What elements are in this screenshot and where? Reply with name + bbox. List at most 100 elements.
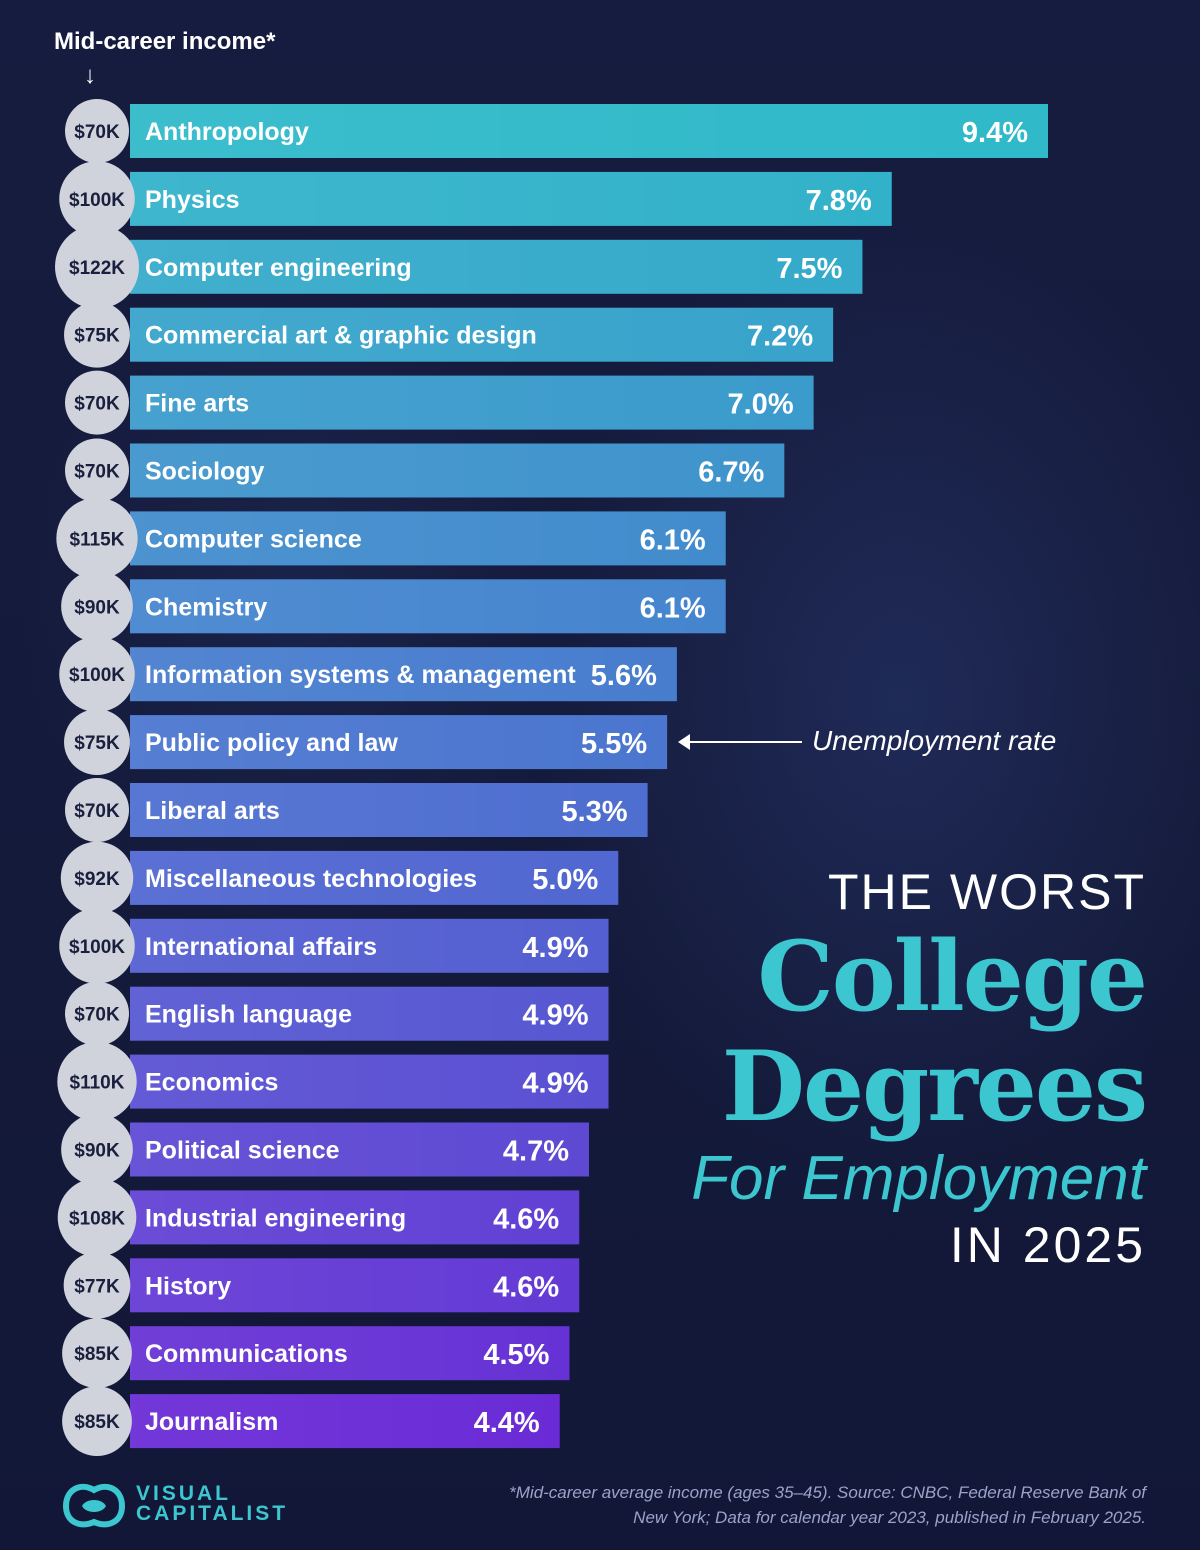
bar-highlight — [130, 307, 834, 362]
income-label: $75K — [74, 326, 120, 347]
category-label: Commercial art & graphic design — [145, 322, 537, 350]
value-label: 6.1% — [640, 524, 706, 556]
category-label: English language — [145, 1001, 352, 1029]
category-label: Physics — [145, 186, 240, 214]
value-label: 4.4% — [474, 1407, 540, 1439]
value-label: 5.0% — [532, 864, 598, 896]
value-label: 7.8% — [806, 185, 872, 217]
category-label: Miscellaneous technologies — [145, 865, 477, 893]
income-label: $115K — [70, 529, 125, 550]
title-line-4: For Employment — [691, 1144, 1146, 1213]
bar-highlight — [130, 511, 726, 566]
bar-highlight — [130, 850, 619, 905]
footnote-line-2: New York; Data for calendar year 2023, p… — [633, 1508, 1146, 1527]
income-circle — [65, 778, 129, 842]
unemployment-rate-annotation: Unemployment rate — [678, 725, 1108, 759]
income-circle — [56, 497, 138, 580]
footnote-line-1: *Mid-career average income (ages 35–45).… — [509, 1483, 1146, 1502]
category-label: Computer engineering — [145, 254, 412, 282]
logo-word-capitalist: CAPITALIST — [136, 1502, 289, 1525]
bar-highlight — [130, 715, 668, 770]
income-label: $75K — [74, 733, 120, 754]
income-circle — [65, 99, 129, 163]
income-label: $70K — [74, 1005, 120, 1026]
income-label: $70K — [74, 801, 120, 822]
income-circle — [65, 370, 129, 435]
bar-highlight — [130, 1258, 580, 1313]
bar-highlight — [130, 104, 1048, 158]
category-label: Communications — [145, 1340, 348, 1368]
category-label: Sociology — [145, 458, 265, 486]
bar-highlight — [130, 239, 863, 294]
logo-word-visual: VISUAL — [136, 1482, 232, 1505]
income-circle — [60, 841, 134, 915]
bar-highlight — [130, 375, 814, 430]
income-circle — [59, 161, 135, 237]
value-label: 6.7% — [698, 457, 764, 489]
value-label: 4.9% — [522, 1000, 588, 1032]
title-line-3: Degrees — [721, 1030, 1148, 1143]
income-label: $77K — [74, 1276, 120, 1297]
income-label: $90K — [74, 1141, 120, 1162]
value-label: 5.3% — [561, 796, 627, 828]
category-label: Fine arts — [145, 390, 249, 418]
category-label: Journalism — [145, 1408, 278, 1436]
category-label: Liberal arts — [145, 797, 280, 825]
category-label: Political science — [145, 1137, 340, 1165]
value-label: 4.7% — [503, 1136, 569, 1168]
income-circle — [64, 301, 130, 368]
category-label: History — [145, 1272, 231, 1300]
down-arrow-icon: ↓ — [84, 62, 96, 89]
bar-highlight — [130, 443, 785, 498]
value-label: 4.9% — [522, 1068, 588, 1100]
income-circle — [59, 636, 135, 712]
category-label: Public policy and law — [145, 729, 398, 757]
value-label: 4.5% — [483, 1339, 549, 1371]
source-footnote: *Mid-career average income (ages 35–45).… — [426, 1480, 1146, 1530]
category-label: Industrial engineering — [145, 1204, 406, 1232]
income-column-label: Mid-career income* — [54, 28, 276, 55]
value-label: 5.5% — [581, 728, 647, 760]
income-circle — [57, 1041, 137, 1122]
income-label: $70K — [74, 122, 120, 143]
income-label: $85K — [74, 1344, 120, 1365]
bar-highlight — [130, 1122, 589, 1177]
income-circle — [62, 1386, 132, 1456]
income-circle — [61, 1113, 133, 1186]
value-label: 4.6% — [493, 1203, 559, 1235]
bar-highlight — [130, 1326, 570, 1381]
bar-highlight — [130, 1394, 560, 1449]
income-circle — [59, 908, 135, 984]
value-label: 6.1% — [640, 592, 706, 624]
income-label: $100K — [69, 190, 125, 211]
value-label: 4.9% — [522, 932, 588, 964]
income-label: $92K — [74, 869, 120, 890]
value-label: 7.0% — [728, 389, 794, 421]
chart-title: THE WORST College Degrees For Employment… — [606, 862, 1148, 1274]
value-label: 4.6% — [493, 1271, 559, 1303]
bar-highlight — [130, 579, 726, 634]
title-line-2: College — [757, 920, 1148, 1033]
income-label: $70K — [74, 394, 120, 415]
category-label: Economics — [145, 1069, 278, 1097]
income-circle — [57, 1178, 137, 1257]
title-line-5: IN 2025 — [949, 1217, 1146, 1273]
value-label: 7.2% — [747, 321, 813, 353]
income-label: $85K — [74, 1412, 120, 1433]
bar-highlight — [130, 918, 609, 973]
income-label: $100K — [69, 665, 125, 686]
income-label: $108K — [69, 1208, 125, 1229]
bar-highlight — [130, 171, 892, 226]
value-label: 7.5% — [776, 253, 842, 285]
title-line-1: THE WORST — [828, 864, 1146, 920]
income-circle — [64, 709, 130, 776]
bar-highlight — [130, 783, 648, 837]
visual-capitalist-logo-icon — [62, 1483, 126, 1528]
annotation-line — [682, 741, 802, 743]
income-circle — [55, 224, 139, 309]
category-label: Information systems & management — [145, 661, 576, 689]
income-circle — [65, 981, 129, 1046]
category-label: International affairs — [145, 933, 377, 961]
income-label: $100K — [69, 937, 125, 958]
